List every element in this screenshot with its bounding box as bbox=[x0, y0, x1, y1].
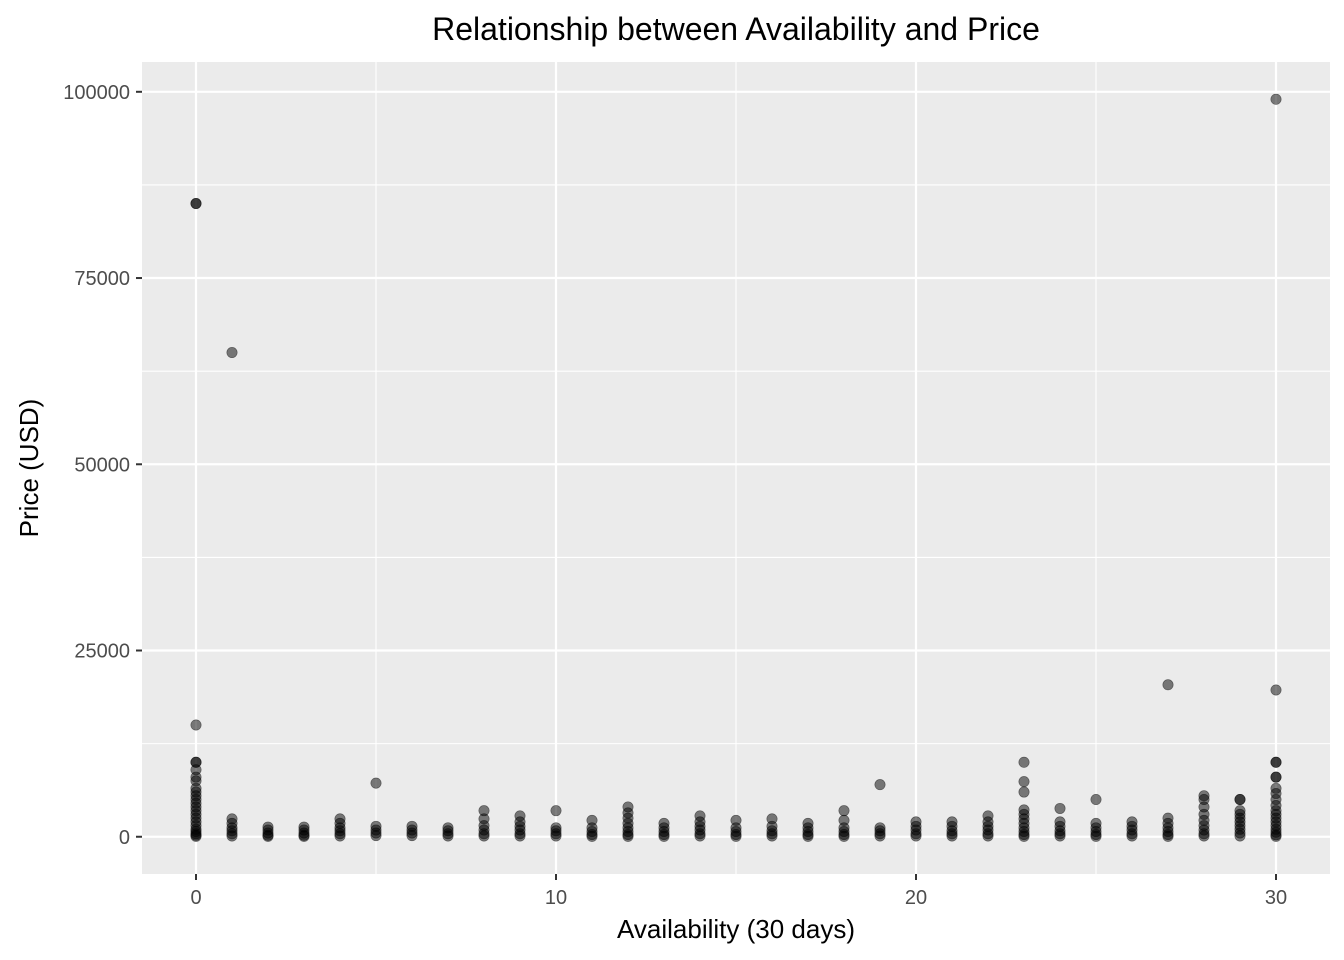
minor-gridlines bbox=[142, 62, 1330, 874]
data-points bbox=[190, 93, 1282, 842]
scatter-point bbox=[1090, 794, 1102, 806]
chart-title: Relationship between Availability and Pr… bbox=[432, 11, 1040, 47]
scatter-point bbox=[838, 830, 850, 842]
scatter-point bbox=[874, 779, 886, 791]
scatter-point bbox=[946, 830, 958, 842]
scatter-point bbox=[1018, 830, 1030, 842]
y-axis: 0 25000 50000 75000 100000 bbox=[63, 82, 142, 849]
scatter-point bbox=[550, 805, 562, 817]
y-tick-label: 50000 bbox=[74, 454, 130, 476]
scatter-point bbox=[406, 830, 418, 842]
scatter-point bbox=[1126, 830, 1138, 842]
scatter-point bbox=[1270, 756, 1282, 768]
scatter-point bbox=[766, 830, 778, 842]
scatter-point bbox=[1270, 771, 1282, 783]
scatter-point bbox=[1234, 794, 1246, 806]
scatter-point bbox=[190, 719, 202, 731]
scatter-point bbox=[370, 777, 382, 789]
scatter-point bbox=[1270, 93, 1282, 105]
scatter-point bbox=[190, 198, 202, 210]
scatter-point bbox=[550, 830, 562, 842]
scatter-point bbox=[1162, 830, 1174, 842]
scatter-point bbox=[910, 830, 922, 842]
scatter-point bbox=[838, 805, 850, 817]
scatter-point bbox=[1198, 830, 1210, 842]
scatter-point bbox=[874, 830, 886, 842]
scatter-point bbox=[658, 830, 670, 842]
x-tick-label: 0 bbox=[190, 887, 201, 909]
scatter-point bbox=[298, 830, 310, 842]
scatter-point bbox=[1162, 679, 1174, 691]
major-gridlines bbox=[142, 62, 1330, 874]
scatter-point bbox=[1018, 756, 1030, 768]
scatter-point bbox=[334, 830, 346, 842]
scatter-point bbox=[1054, 830, 1066, 842]
scatter-point bbox=[190, 830, 202, 842]
scatter-point bbox=[1090, 830, 1102, 842]
x-axis-title: Availability (30 days) bbox=[617, 914, 855, 944]
x-tick-label: 30 bbox=[1265, 887, 1287, 909]
x-tick-label: 10 bbox=[545, 887, 567, 909]
scatter-point bbox=[262, 830, 274, 842]
x-axis: 0 10 20 30 bbox=[190, 874, 1287, 909]
scatter-point bbox=[622, 830, 634, 842]
y-tick-label: 0 bbox=[119, 827, 130, 849]
y-tick-label: 25000 bbox=[74, 641, 130, 663]
scatter-point bbox=[226, 347, 238, 359]
scatter-point bbox=[802, 830, 814, 842]
scatter-point bbox=[982, 830, 994, 842]
scatter-point bbox=[586, 830, 598, 842]
scatter-point bbox=[1270, 830, 1282, 842]
x-tick-label: 20 bbox=[905, 887, 927, 909]
scatter-point bbox=[514, 830, 526, 842]
scatter-point bbox=[730, 830, 742, 842]
scatter-point bbox=[1270, 684, 1282, 696]
y-tick-label: 100000 bbox=[63, 82, 130, 104]
scatter-point bbox=[1018, 786, 1030, 798]
scatter-point bbox=[478, 830, 490, 842]
scatter-point bbox=[370, 830, 382, 842]
y-axis-title: Price (USD) bbox=[14, 399, 44, 538]
y-tick-label: 75000 bbox=[74, 268, 130, 290]
scatter-point bbox=[1054, 802, 1066, 814]
scatter-point bbox=[694, 830, 706, 842]
scatter-point bbox=[1018, 776, 1030, 788]
scatter-point bbox=[1234, 830, 1246, 842]
scatter-point bbox=[442, 830, 454, 842]
scatter-point bbox=[226, 830, 238, 842]
